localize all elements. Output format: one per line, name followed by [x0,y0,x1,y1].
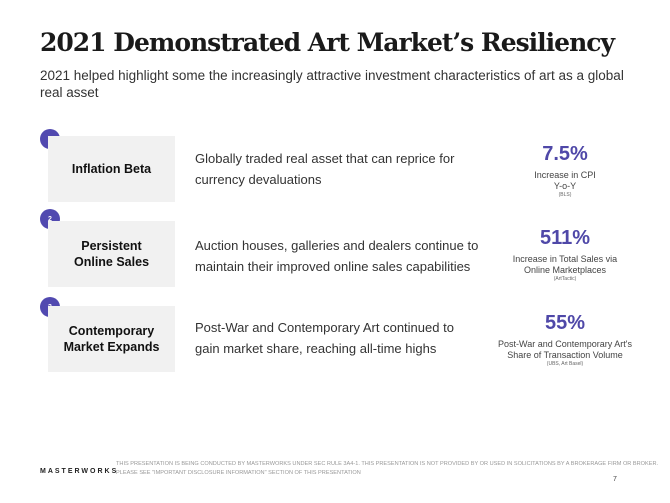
slide-title: 2021 Demonstrated Art Market’s Resilienc… [40,28,615,57]
stat-1: 7.5% Increase in CPI Y-o-Y (BLS) [490,142,640,199]
page-number: 7 [613,476,617,483]
stat-value: 55% [544,312,586,334]
description-2: Auction houses, galleries and dealers co… [195,238,479,274]
label-text: Persistent Online Sales [73,239,150,269]
disclaimer: THIS PRESENTATION IS BEING CONDUCTED BY … [116,461,659,476]
description-1: Globally traded real asset that can repr… [195,151,455,187]
stat-3: 55% Post-War and Contemporary Art's Shar… [490,311,640,368]
label-box-1: Inflation Beta [48,136,175,202]
stat-caption: Post-War and Contemporary Art's Share of… [498,339,632,360]
stat-source: (ArtTactic) [553,276,577,282]
description-3: Post-War and Contemporary Art continued … [195,320,454,356]
stat-caption: Increase in Total Sales via Online Marke… [512,254,618,275]
stat-value: 511% [539,227,591,249]
slide-subtitle: 2021 helped highlight some the increasin… [40,68,624,100]
stat-2: 511% Increase in Total Sales via Online … [490,226,640,283]
stat-source: (UBS, Art Basel) [546,361,584,367]
label-text: Contemporary Market Expands [63,324,160,354]
label-box-3: Contemporary Market Expands [48,306,175,372]
stat-caption: Increase in CPI Y-o-Y [534,170,596,191]
stat-value: 7.5% [542,143,588,165]
label-text: Inflation Beta [71,162,152,176]
masterworks-logo: MASTERWORKS [40,468,119,475]
label-box-2: Persistent Online Sales [48,221,175,287]
stat-source: (BLS) [558,192,572,198]
